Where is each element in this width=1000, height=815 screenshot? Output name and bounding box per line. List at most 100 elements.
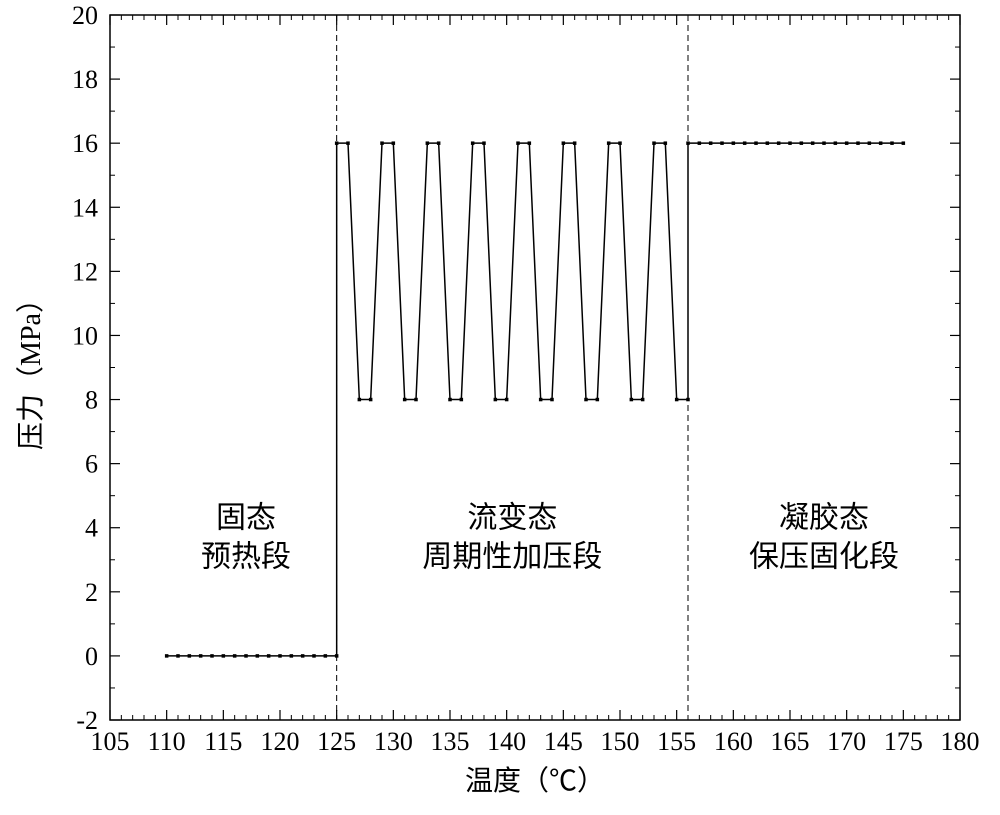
x-tick-label: 175 [884, 727, 923, 756]
data-marker [460, 398, 464, 402]
x-tick-label: 120 [261, 727, 300, 756]
x-tick-label: 110 [148, 727, 186, 756]
data-marker [641, 398, 645, 402]
data-marker [267, 654, 271, 658]
data-marker [675, 398, 679, 402]
data-marker [879, 141, 883, 145]
y-tick-label: 18 [72, 65, 98, 94]
data-marker [380, 141, 384, 145]
data-marker [890, 141, 894, 145]
data-marker [210, 654, 214, 658]
x-tick-label: 125 [317, 727, 356, 756]
data-marker [392, 141, 396, 145]
data-marker [244, 654, 248, 658]
data-marker [811, 141, 815, 145]
x-tick-label: 140 [487, 727, 526, 756]
data-marker [584, 398, 588, 402]
phase-annotation: 预热段 [201, 541, 291, 574]
x-tick-label: 115 [204, 727, 242, 756]
data-marker [788, 141, 792, 145]
data-marker [720, 141, 724, 145]
phase-annotation: 凝胶态 [779, 502, 869, 535]
data-marker [516, 141, 520, 145]
data-marker [834, 141, 838, 145]
data-marker [573, 141, 577, 145]
data-marker [856, 141, 860, 145]
phase-annotation: 保压固化段 [749, 541, 899, 574]
x-tick-label: 165 [771, 727, 810, 756]
data-line [167, 143, 904, 656]
data-marker [335, 654, 339, 658]
plot-border [110, 15, 960, 720]
y-tick-label: -2 [76, 706, 98, 735]
data-marker [290, 654, 294, 658]
data-marker [686, 398, 690, 402]
pressure-temperature-chart: 1051101151201251301351401451501551601651… [0, 0, 1000, 815]
data-marker [482, 141, 486, 145]
data-marker [777, 141, 781, 145]
data-marker [902, 141, 906, 145]
x-tick-label: 130 [374, 727, 413, 756]
data-marker [766, 141, 770, 145]
data-marker [188, 654, 192, 658]
data-marker [199, 654, 203, 658]
data-marker [176, 654, 180, 658]
y-tick-label: 16 [72, 129, 98, 158]
data-marker [618, 141, 622, 145]
data-marker [403, 398, 407, 402]
data-marker [414, 398, 418, 402]
data-marker [165, 654, 169, 658]
data-marker [437, 141, 441, 145]
data-marker [358, 398, 362, 402]
data-marker [845, 141, 849, 145]
data-marker [800, 141, 804, 145]
phase-annotation: 流变态 [467, 502, 557, 535]
data-marker [607, 141, 611, 145]
data-marker [505, 398, 509, 402]
chart-container: 1051101151201251301351401451501551601651… [0, 0, 1000, 815]
data-marker [664, 141, 668, 145]
x-tick-label: 160 [714, 727, 753, 756]
x-tick-label: 170 [827, 727, 866, 756]
x-axis-label: 温度（℃） [465, 765, 605, 797]
data-marker [471, 141, 475, 145]
y-tick-label: 2 [85, 578, 98, 607]
data-marker [256, 654, 259, 658]
data-marker [324, 654, 328, 658]
data-marker [732, 141, 736, 145]
x-tick-label: 155 [657, 727, 696, 756]
data-marker [630, 398, 634, 402]
data-marker [426, 141, 430, 145]
data-marker [222, 654, 226, 658]
data-marker [822, 141, 826, 145]
y-tick-label: 8 [85, 386, 98, 415]
data-marker [709, 141, 713, 145]
data-marker [528, 141, 532, 145]
data-marker [278, 654, 282, 658]
data-marker [562, 141, 566, 145]
x-tick-label: 180 [941, 727, 980, 756]
data-marker [312, 654, 316, 658]
y-tick-label: 0 [85, 642, 98, 671]
data-marker [754, 141, 758, 145]
y-tick-label: 12 [72, 257, 98, 286]
data-marker [369, 398, 373, 402]
x-tick-label: 135 [431, 727, 470, 756]
data-marker [743, 141, 747, 145]
x-tick-label: 150 [601, 727, 640, 756]
x-tick-label: 145 [544, 727, 583, 756]
data-marker [868, 141, 872, 145]
data-marker [233, 654, 237, 658]
y-tick-label: 20 [72, 1, 98, 30]
data-marker [596, 398, 600, 402]
y-tick-label: 6 [85, 450, 98, 479]
phase-annotation: 固态 [216, 502, 276, 535]
y-axis-label: 压力（MPa） [15, 285, 47, 450]
data-marker [346, 141, 350, 145]
data-marker [539, 398, 543, 402]
data-marker [686, 141, 690, 145]
y-tick-label: 10 [72, 321, 98, 350]
data-marker [494, 398, 498, 402]
data-marker [550, 398, 554, 402]
data-marker [698, 141, 702, 145]
